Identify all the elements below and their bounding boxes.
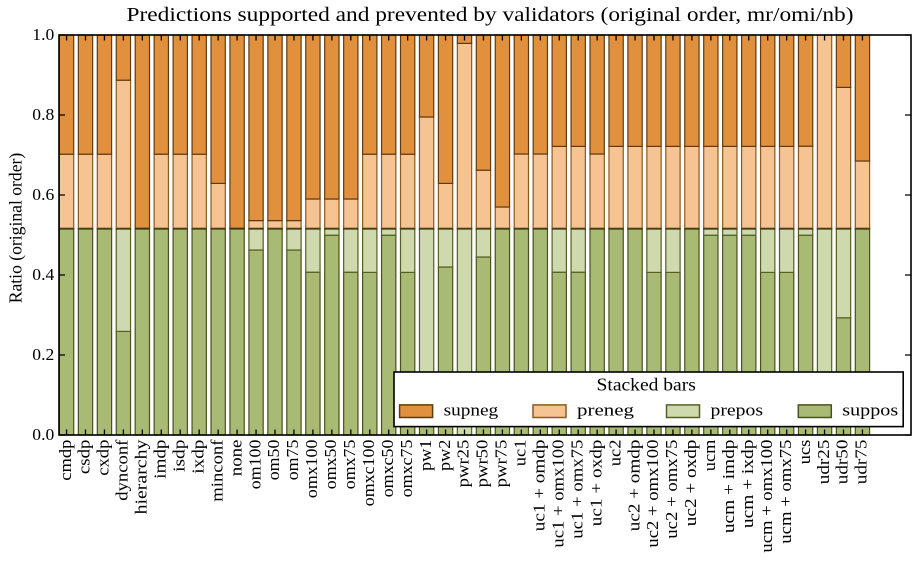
svg-text:cmdp: cmdp [56,440,75,481]
svg-text:0.4: 0.4 [32,265,55,284]
svg-text:ixdp: ixdp [188,440,207,474]
svg-text:om50: om50 [264,440,283,481]
svg-text:ucs: ucs [795,440,814,465]
svg-text:isdp: isdp [169,440,188,472]
svg-text:uc1: uc1 [511,440,530,467]
svg-text:suppos: suppos [842,401,898,420]
svg-text:0.0: 0.0 [32,425,54,444]
svg-text:pwr75: pwr75 [492,440,511,488]
svg-text:uc1 + omx100: uc1 + omx100 [548,440,567,548]
svg-text:csdp: csdp [75,440,94,475]
svg-text:0.6: 0.6 [32,185,54,204]
svg-text:ucm + imdp: ucm + imdp [719,440,738,533]
svg-text:minconf: minconf [207,439,226,501]
svg-text:udr75: udr75 [852,440,871,485]
svg-text:uc2 + omx75: uc2 + omx75 [662,440,681,539]
svg-text:imdp: imdp [151,440,170,479]
svg-text:pw2: pw2 [435,440,454,471]
svg-text:ucm + omx100: ucm + omx100 [757,440,776,553]
svg-text:0.2: 0.2 [32,345,54,364]
svg-text:ucm: ucm [700,440,719,472]
svg-text:dynconf: dynconf [113,439,132,501]
svg-text:omx100: omx100 [302,440,321,499]
svg-text:om100: om100 [245,440,264,490]
svg-text:omxc50: omxc50 [378,440,397,498]
svg-text:1.0: 1.0 [32,25,54,44]
svg-text:uc1 + omdp: uc1 + omdp [530,440,549,532]
svg-text:omx50: omx50 [321,440,340,490]
svg-text:uc2: uc2 [605,440,624,467]
svg-text:omxc100: omxc100 [359,440,378,507]
svg-text:omxc75: omxc75 [397,440,416,498]
svg-text:prepos: prepos [711,401,764,420]
svg-text:uc2 + omx100: uc2 + omx100 [643,440,662,548]
svg-text:Ratio (original order): Ratio (original order) [6,153,26,304]
svg-text:uc2 + oxdp: uc2 + oxdp [681,440,700,527]
svg-text:Predictions supported and prev: Predictions supported and prevented by v… [127,4,854,26]
svg-text:pwr25: pwr25 [454,440,473,488]
svg-text:none: none [226,440,245,477]
svg-text:supneg: supneg [444,401,499,420]
svg-text:cxdp: cxdp [94,440,113,476]
svg-text:om75: om75 [283,440,302,481]
svg-text:ucm + omx75: ucm + omx75 [776,440,795,544]
svg-text:ucm + ixdp: ucm + ixdp [738,440,757,528]
svg-text:0.8: 0.8 [32,105,54,124]
svg-text:uc1 + oxdp: uc1 + oxdp [586,440,605,527]
svg-text:preneg: preneg [577,401,635,420]
svg-text:pwr50: pwr50 [473,440,492,488]
svg-text:udr25: udr25 [814,440,833,485]
svg-text:Stacked bars: Stacked bars [597,374,697,394]
svg-text:uc1 + omx75: uc1 + omx75 [567,440,586,539]
svg-text:uc2 + omdp: uc2 + omdp [624,440,643,532]
svg-text:udr50: udr50 [833,440,852,485]
svg-text:omx75: omx75 [340,440,359,490]
svg-text:pw1: pw1 [416,440,435,471]
svg-text:hierarchy: hierarchy [132,439,151,514]
